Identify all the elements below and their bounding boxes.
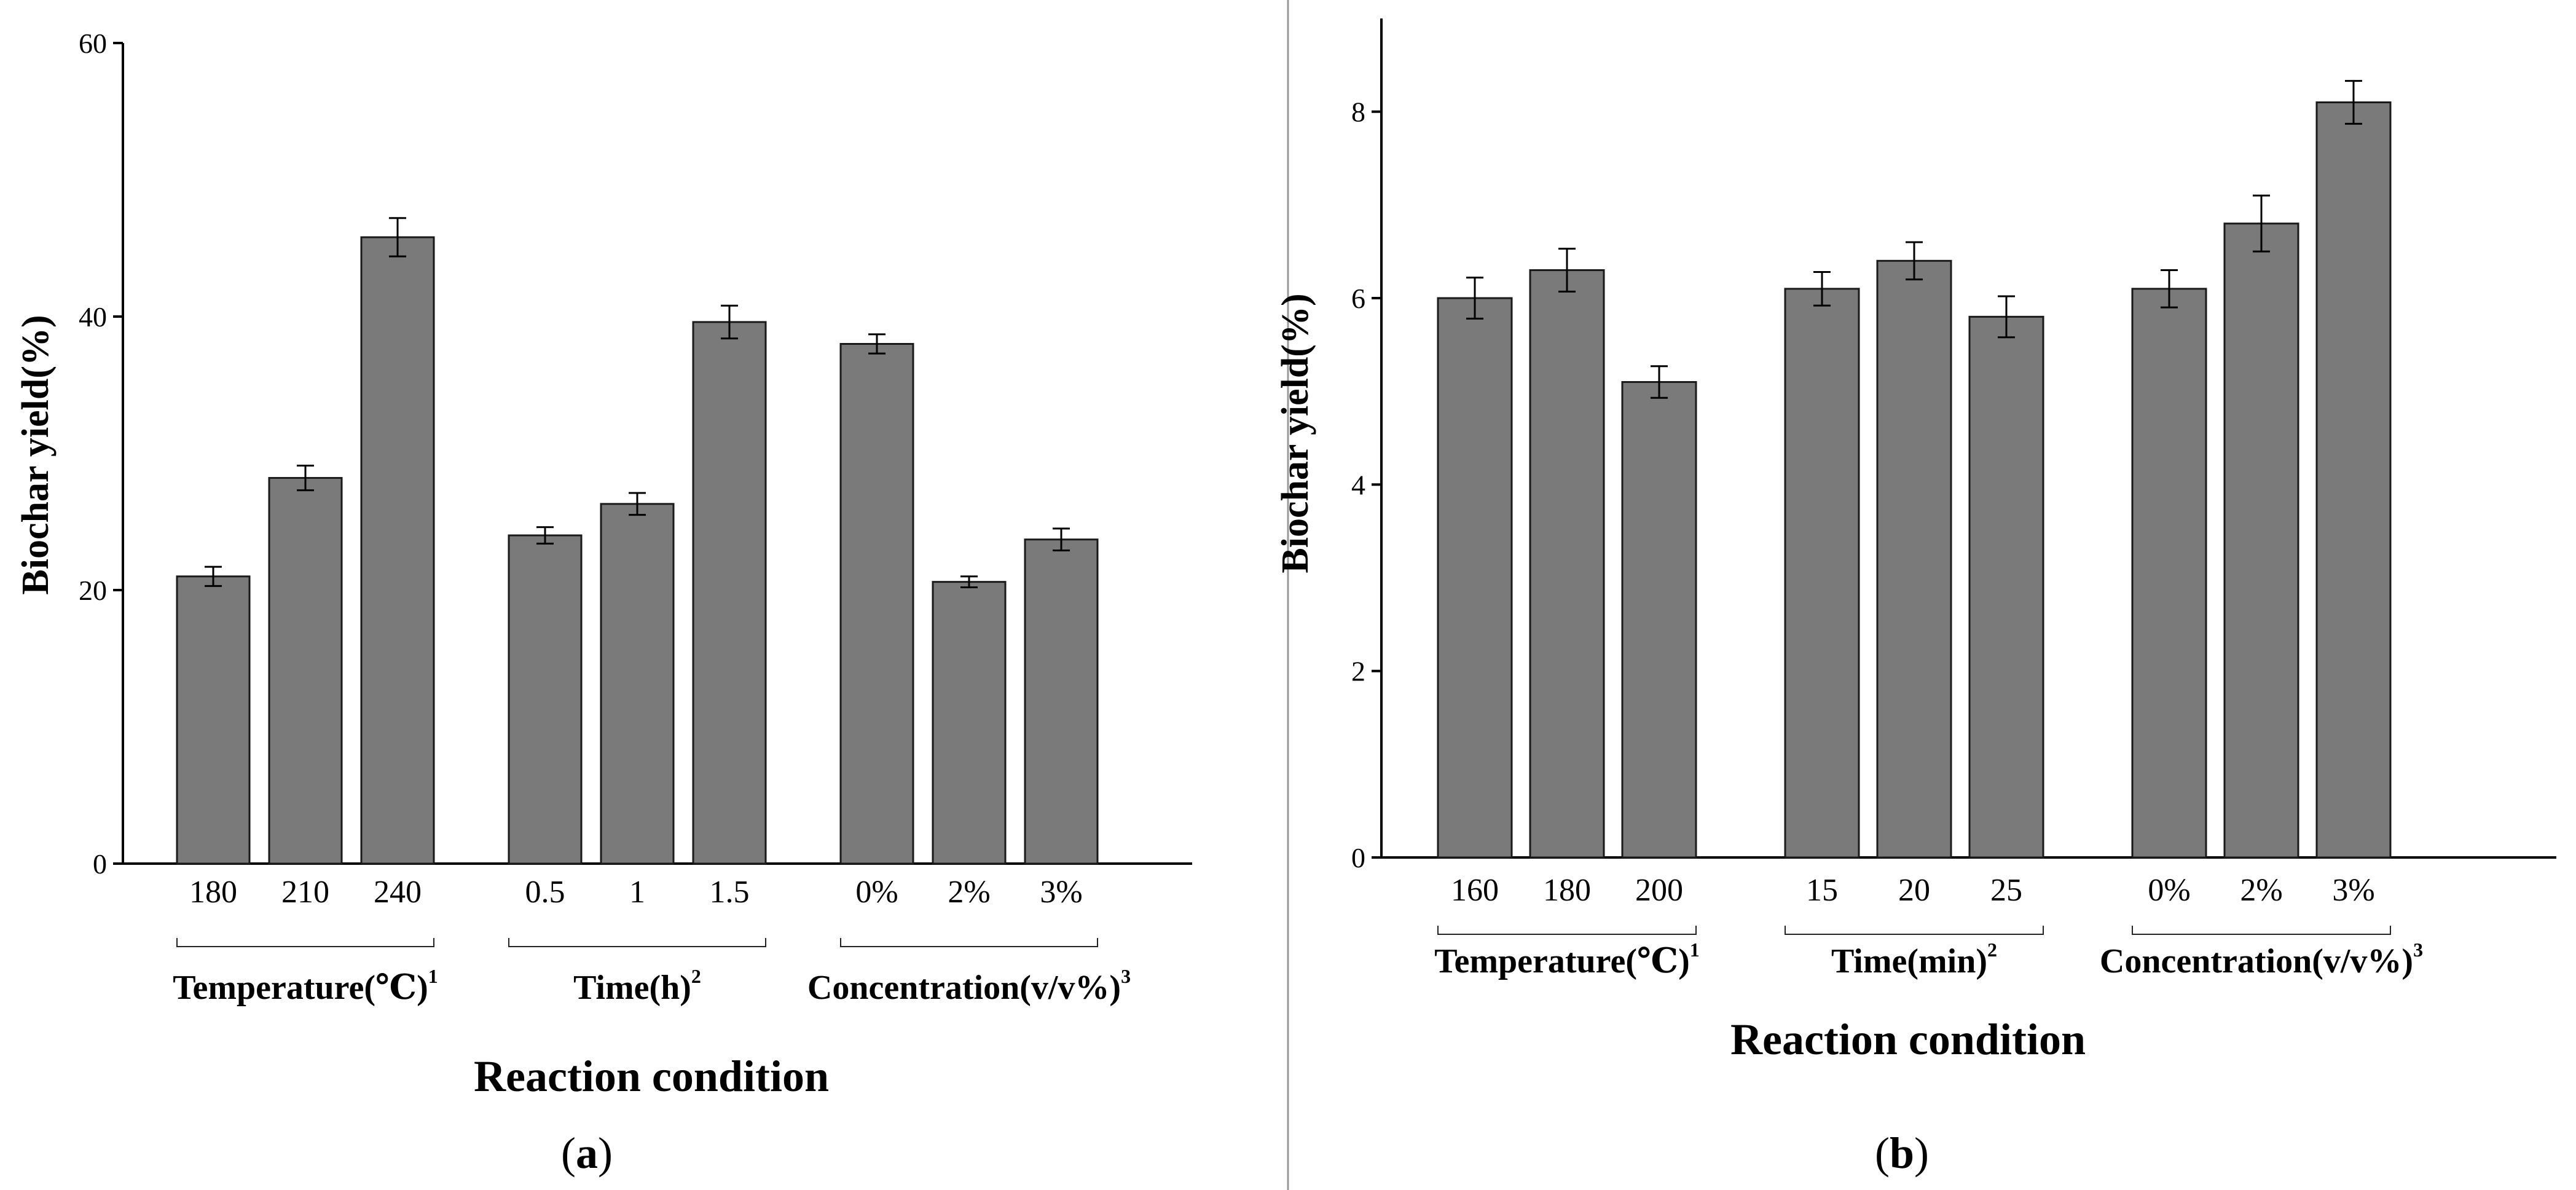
group-bracket: [840, 938, 1098, 947]
group-bracket: [176, 938, 434, 947]
category-label: 2%: [2240, 873, 2282, 908]
group-bracket: [1785, 926, 2044, 935]
bar: [1784, 288, 1860, 859]
y-axis-label: Biochar yield(%): [15, 315, 57, 594]
group-label-text: Concentration(v/v%): [2100, 942, 2413, 980]
panel-letter: b: [1890, 1129, 1914, 1178]
bar: [268, 477, 343, 865]
group-label: Temperature(℃)1: [1434, 939, 1699, 980]
group-label-sup: 2: [1987, 939, 1997, 961]
category-label: 15: [1806, 873, 1838, 908]
group-label: Temperature(℃)1: [173, 965, 438, 1007]
category-label: 240: [374, 875, 422, 910]
y-tick-label: 0: [93, 848, 107, 880]
bar: [176, 575, 251, 865]
category-label: 180: [1543, 873, 1591, 908]
y-tick-label: 40: [79, 301, 107, 333]
group-label-text: Temperature(℃): [173, 969, 428, 1007]
bar: [932, 581, 1007, 865]
bar: [508, 534, 583, 865]
bar: [2131, 288, 2207, 859]
chart-panel-b: 0 2 4 6 8 Biochar yield(%) 160 180 200 Temperatur…: [1274, 18, 2556, 1178]
category-label: 3%: [2332, 873, 2374, 908]
category-label: 20: [1898, 873, 1930, 908]
bar: [1024, 538, 1099, 865]
group-label-sup: 1: [428, 965, 438, 987]
bar: [1437, 297, 1513, 859]
bar: [2315, 101, 2392, 859]
category-label: 0.5: [525, 875, 565, 910]
bar: [1529, 269, 1605, 859]
category-label: 200: [1635, 873, 1683, 908]
x-axis-label: Reaction condition: [474, 1052, 829, 1101]
category-label: 160: [1451, 873, 1499, 908]
x-axis-label: Reaction condition: [1730, 1015, 2086, 1064]
group-label-text: Time(min): [1831, 942, 1987, 980]
group-label-sup: 2: [691, 965, 701, 987]
category-label: 3%: [1040, 875, 1082, 910]
panel-paren-open: (: [1875, 1129, 1890, 1178]
bar: [1876, 259, 1952, 859]
category-label: 1.5: [710, 875, 750, 910]
bar: [360, 236, 435, 865]
y-tick-label: 0: [1351, 842, 1365, 873]
category-label: 0%: [2148, 873, 2190, 908]
y-tick-label: 2: [1351, 656, 1365, 687]
y-axis-label: Biochar yield(%): [1274, 293, 1316, 573]
category-label: 180: [189, 875, 237, 910]
group-bracket: [508, 938, 766, 947]
group-label: Time(h)2: [573, 965, 701, 1007]
group-bracket: [2132, 926, 2391, 935]
group-label-sup: 3: [1121, 965, 1131, 987]
panel-paren-open: (: [561, 1129, 576, 1178]
bar: [1621, 381, 1697, 859]
group-label: Time(min)2: [1831, 939, 1997, 980]
category-label: 25: [1990, 873, 2022, 908]
group-label-sup: 1: [1690, 939, 1700, 961]
category-label: 210: [281, 875, 329, 910]
y-tick-label: 60: [79, 28, 107, 59]
category-label: 0%: [855, 875, 898, 910]
bar: [692, 321, 767, 865]
bar: [2223, 223, 2299, 859]
y-tick-label: 20: [79, 575, 107, 606]
group-label: Concentration(v/v%)3: [807, 965, 1131, 1007]
y-tick-label: 8: [1351, 97, 1365, 128]
panel-paren-close: ): [598, 1129, 613, 1178]
group-bracket: [1437, 926, 1697, 935]
group-label-text: Concentration(v/v%): [807, 969, 1121, 1007]
category-label: 2%: [948, 875, 990, 910]
bar: [839, 343, 914, 865]
panel-paren-close: ): [1914, 1129, 1929, 1178]
chart-panel-a: 0 20 40 60 Biochar yield(%) 180 210 240 Temperat…: [15, 28, 1192, 1178]
bar: [1968, 315, 2044, 859]
group-label-sup: 3: [2413, 939, 2423, 961]
y-tick-label: 6: [1351, 283, 1365, 314]
panel-label: (b): [1875, 1129, 1929, 1178]
panel-label: (a): [561, 1129, 613, 1178]
panel-letter: a: [576, 1129, 598, 1178]
bar: [600, 503, 675, 865]
category-label: 1: [629, 875, 645, 910]
y-tick-label: 4: [1351, 469, 1365, 500]
group-label-text: Temperature(℃): [1434, 942, 1689, 980]
group-label-text: Time(h): [573, 969, 691, 1007]
group-label: Concentration(v/v%)3: [2100, 939, 2423, 980]
